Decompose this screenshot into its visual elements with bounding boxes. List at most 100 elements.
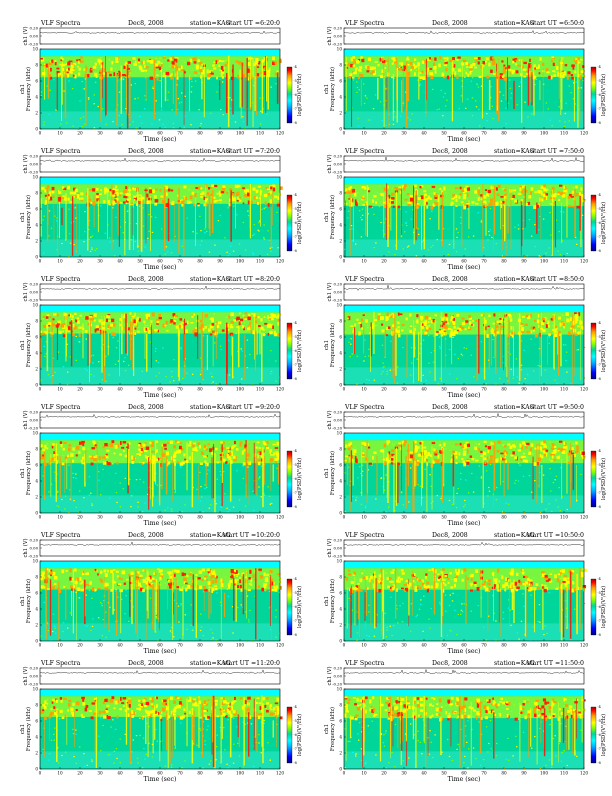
frequency-tick-label: 2 xyxy=(35,239,38,244)
time-tick-label: 0 xyxy=(343,643,346,648)
frequency-tick-label: 2 xyxy=(339,239,342,244)
time-tick-label: 60 xyxy=(461,387,467,392)
colorbar-tick-label: -8 xyxy=(294,249,297,253)
time-tick-label: 110 xyxy=(560,771,568,776)
panel-date: Dec8, 2008 xyxy=(128,148,164,155)
colorbar xyxy=(591,707,596,763)
time-tick-label: 50 xyxy=(441,387,447,392)
amplitude-tick-label: 0.00 xyxy=(30,290,39,295)
time-axis-label: Time (sec) xyxy=(448,136,481,143)
amplitude-tick-label: 0.20 xyxy=(30,538,39,543)
time-tick-label: 50 xyxy=(137,643,143,648)
time-tick-label: 10 xyxy=(57,643,63,648)
time-tick-label: 0 xyxy=(343,259,346,264)
amplitude-trace xyxy=(344,157,584,162)
time-tick-label: 40 xyxy=(421,259,427,264)
colorbar-label: log(PSD)(V²/Hz) xyxy=(296,458,303,500)
time-tick-label: 0 xyxy=(343,131,346,136)
frequency-tick-label: 2 xyxy=(339,495,342,500)
time-tick-label: 80 xyxy=(197,387,203,392)
panel-start-time: start UT =11:50:0 xyxy=(527,660,584,667)
time-tick-label: 100 xyxy=(540,131,548,136)
amplitude-trace xyxy=(344,669,584,673)
frequency-tick-label: 8 xyxy=(35,63,38,68)
panel-date: Dec8, 2008 xyxy=(128,660,164,667)
time-axis-label: Time (sec) xyxy=(448,264,481,271)
frequency-tick-label: 8 xyxy=(35,703,38,708)
frequency-tick-label: 4 xyxy=(35,95,38,100)
frequency-axis-label: Frequency (kHz) xyxy=(329,451,336,495)
time-axis-label: Time (sec) xyxy=(144,648,177,655)
time-tick-label: 120 xyxy=(580,643,588,648)
time-tick-label: 120 xyxy=(580,131,588,136)
colorbar xyxy=(591,195,596,251)
frequency-axis-label: Frequency (kHz) xyxy=(25,579,32,623)
time-tick-label: 90 xyxy=(521,515,527,520)
colorbar xyxy=(287,579,292,635)
amplitude-axis-label: ch1 (V) xyxy=(326,155,333,174)
amplitude-axis-label: ch1 (V) xyxy=(22,283,29,302)
time-tick-label: 100 xyxy=(540,515,548,520)
amplitude-axis-label: ch1 (V) xyxy=(22,155,29,174)
time-tick-label: 90 xyxy=(217,259,223,264)
amplitude-frame xyxy=(344,156,584,172)
frequency-tick-label: 4 xyxy=(339,479,342,484)
colorbar-tick-label: -8 xyxy=(294,121,297,125)
frequency-tick-label: 6 xyxy=(35,591,38,596)
panel-title: VLF Spectra xyxy=(344,404,385,411)
amplitude-frame xyxy=(344,668,584,684)
time-tick-label: 70 xyxy=(177,771,183,776)
time-tick-label: 60 xyxy=(157,643,163,648)
colorbar-label: log(PSD)(V²/Hz) xyxy=(296,714,303,756)
colorbar xyxy=(287,67,292,123)
time-tick-label: 120 xyxy=(276,643,284,648)
frequency-tick-label: 4 xyxy=(339,223,342,228)
frequency-axis-label: Frequency (kHz) xyxy=(25,67,32,111)
time-tick-label: 100 xyxy=(236,387,244,392)
panel-station: station=KAG xyxy=(190,20,231,27)
panel-date: Dec8, 2008 xyxy=(128,404,164,411)
time-tick-label: 10 xyxy=(57,259,63,264)
colorbar-tick-label: -8 xyxy=(598,377,601,381)
time-tick-label: 70 xyxy=(177,259,183,264)
time-tick-label: 60 xyxy=(157,515,163,520)
cutoff-band xyxy=(40,433,280,440)
amplitude-axis-label: ch1 (V) xyxy=(22,27,29,46)
frequency-tick-label: 10 xyxy=(33,175,39,180)
time-axis-label: Time (sec) xyxy=(448,776,481,783)
time-tick-label: 120 xyxy=(276,771,284,776)
time-tick-label: 100 xyxy=(540,643,548,648)
time-tick-label: 50 xyxy=(441,515,447,520)
time-tick-label: 50 xyxy=(137,515,143,520)
frequency-tick-label: 4 xyxy=(35,351,38,356)
panel-title: VLF Spectra xyxy=(40,276,81,283)
amplitude-frame xyxy=(344,28,584,44)
panel-station: station=KAG xyxy=(494,148,535,155)
amplitude-trace xyxy=(40,31,280,34)
frequency-tick-label: 8 xyxy=(339,575,342,580)
colorbar-label: log(PSD)(V²/Hz) xyxy=(296,330,303,372)
frequency-tick-label: 4 xyxy=(35,607,38,612)
amplitude-tick-label: 0.00 xyxy=(334,546,343,551)
panel-start-time: start UT =6:50:0 xyxy=(531,20,584,27)
colorbar-tick-label: -4 xyxy=(294,321,297,325)
time-tick-label: 0 xyxy=(39,387,42,392)
time-tick-label: 20 xyxy=(77,131,83,136)
time-tick-label: 50 xyxy=(441,131,447,136)
frequency-tick-label: 6 xyxy=(339,591,342,596)
time-tick-label: 40 xyxy=(421,515,427,520)
time-tick-label: 70 xyxy=(177,131,183,136)
frequency-tick-label: 0 xyxy=(339,383,342,388)
time-tick-label: 110 xyxy=(560,515,568,520)
time-tick-label: 90 xyxy=(521,771,527,776)
frequency-tick-label: 6 xyxy=(35,463,38,468)
colorbar-tick-label: -4 xyxy=(598,321,601,325)
amplitude-trace xyxy=(40,670,280,674)
amplitude-trace xyxy=(40,286,280,289)
time-tick-label: 90 xyxy=(217,131,223,136)
panel-title: VLF Spectra xyxy=(344,148,385,155)
frequency-tick-label: 8 xyxy=(35,319,38,324)
frequency-tick-label: 10 xyxy=(337,559,343,564)
time-tick-label: 20 xyxy=(77,387,83,392)
